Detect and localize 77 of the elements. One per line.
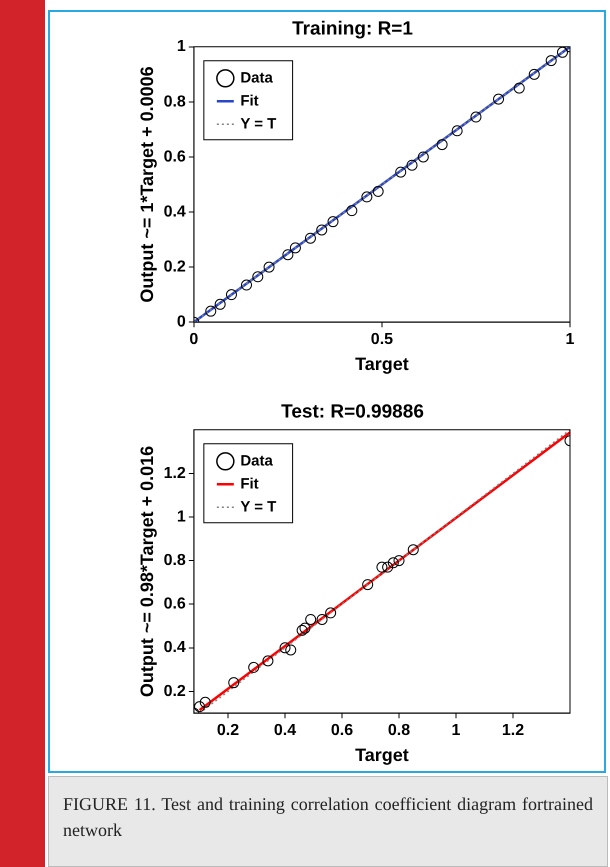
y-tick-label: 0.2 <box>164 682 186 700</box>
point <box>382 562 394 573</box>
point <box>546 55 557 66</box>
point <box>395 166 406 178</box>
point <box>205 306 216 317</box>
point <box>388 557 399 568</box>
point <box>418 151 429 162</box>
y-axis-title: Output ~= 1*Target + 0.0006 <box>136 66 157 303</box>
x-tick-label: 0.2 <box>216 722 240 740</box>
legend-label: Data <box>240 452 274 470</box>
caption: FIGURE 11. Test and training correlation coefficient diagram fortrained network <box>48 776 608 867</box>
point <box>228 677 240 688</box>
point <box>346 205 358 216</box>
x-tick-label: 0.5 <box>370 331 394 348</box>
x-tick-label: 1 <box>452 722 461 740</box>
x-tick-label: 1.2 <box>502 722 524 740</box>
y-tick-label: 0.6 <box>164 148 186 166</box>
point <box>528 68 540 80</box>
point <box>194 701 206 712</box>
legend-label: Fit <box>240 475 259 492</box>
y-tick-label: 0.4 <box>164 639 186 656</box>
point <box>556 46 568 58</box>
point <box>280 642 291 654</box>
y-axis-title: Output ~= 0.98*Target + 0.016 <box>136 446 157 698</box>
y-tick-label: 1 <box>176 38 186 56</box>
point <box>406 160 418 171</box>
y-tick-label: 0.8 <box>164 552 186 570</box>
point <box>376 562 388 573</box>
point <box>394 555 405 566</box>
point <box>493 94 504 105</box>
y-tick-label: 1.2 <box>164 464 186 482</box>
point <box>362 579 374 590</box>
y-tick-label: 0 <box>176 314 186 331</box>
x-tick-label: 0 <box>189 331 198 348</box>
y-tick-label: 0.4 <box>164 203 186 220</box>
point <box>305 614 316 625</box>
chart-title: Training: R=1 <box>292 18 414 40</box>
point <box>262 655 274 666</box>
point <box>290 242 301 254</box>
point <box>252 271 264 282</box>
legend-label: Fit <box>240 92 259 110</box>
point <box>304 232 316 244</box>
point <box>264 262 275 273</box>
x-tick-label: 0.8 <box>388 722 410 740</box>
point <box>282 249 294 260</box>
y-tick-label: 0.2 <box>164 258 186 276</box>
point <box>214 298 226 310</box>
y-tick-label: 1 <box>176 508 186 526</box>
point <box>285 644 296 656</box>
point <box>248 662 260 673</box>
chart-title: Test: R=0.99886 <box>281 402 424 423</box>
x-tick-label: 0.6 <box>330 722 354 740</box>
point <box>470 112 482 123</box>
point <box>452 125 463 136</box>
y-tick-label: 0.6 <box>164 596 186 613</box>
point <box>408 544 419 556</box>
point <box>514 82 525 94</box>
point <box>361 191 372 202</box>
point <box>241 280 252 291</box>
point <box>325 607 336 618</box>
legend-label: Y = T <box>240 498 276 516</box>
legend-label: Y = T <box>240 115 276 132</box>
point <box>316 224 328 236</box>
x-axis-title: Target <box>355 354 409 374</box>
x-tick-label: 1 <box>566 331 575 348</box>
point <box>226 289 237 300</box>
point <box>316 614 328 625</box>
point <box>299 622 310 634</box>
y-tick-label: 0.8 <box>164 93 186 110</box>
point <box>372 186 384 197</box>
x-axis-title: Target <box>355 745 409 766</box>
point <box>328 216 339 228</box>
point <box>200 696 211 708</box>
x-tick-label: 0.4 <box>274 722 296 740</box>
point <box>436 139 448 150</box>
point <box>296 624 308 636</box>
legend-label: Data <box>240 69 274 86</box>
